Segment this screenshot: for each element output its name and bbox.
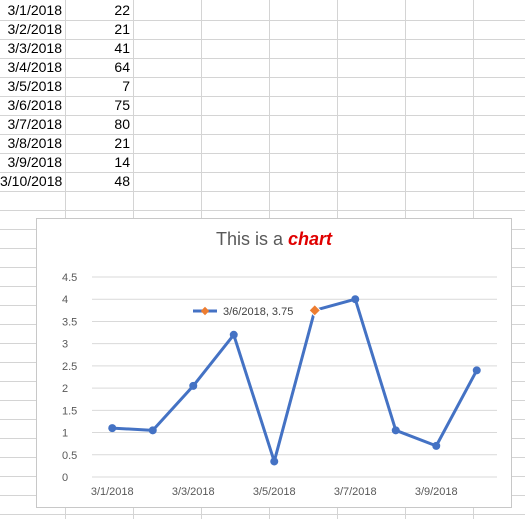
y-tick-label: 4.5 — [62, 272, 77, 284]
y-tick-label: 1 — [62, 428, 68, 440]
y-tick-label: 4 — [62, 294, 68, 306]
x-tick-label: 3/3/2018 — [172, 486, 215, 498]
y-tick-label: 3.5 — [62, 316, 77, 328]
value-cell[interactable]: 21 — [114, 135, 130, 151]
date-cell[interactable]: 3/3/2018 — [7, 40, 63, 56]
value-cell[interactable]: 80 — [114, 116, 130, 132]
data-point[interactable] — [148, 426, 157, 435]
x-tick-label: 3/1/2018 — [91, 486, 134, 498]
value-cell[interactable]: 48 — [114, 173, 130, 189]
x-tick-label: 3/5/2018 — [253, 486, 296, 498]
data-point[interactable] — [108, 424, 117, 433]
y-tick-label: 0.5 — [62, 450, 77, 462]
x-tick-label: 3/9/2018 — [415, 486, 458, 498]
y-tick-label: 2 — [62, 383, 68, 395]
date-cell[interactable]: 3/2/2018 — [7, 21, 63, 37]
date-cell[interactable]: 3/1/2018 — [7, 2, 63, 18]
value-cell[interactable]: 64 — [114, 59, 130, 75]
series-line — [112, 297, 479, 463]
data-point-tooltip: 3/6/2018, 3.75 — [223, 306, 293, 318]
chart-title: This is a chart — [37, 229, 511, 250]
data-point[interactable] — [432, 441, 441, 450]
y-tick-label: 2.5 — [62, 361, 77, 373]
y-tick-label: 0 — [62, 472, 68, 484]
data-point[interactable] — [270, 457, 279, 466]
value-cell[interactable]: 7 — [122, 78, 130, 94]
data-point[interactable] — [351, 295, 360, 304]
date-cell[interactable]: 3/7/2018 — [7, 116, 63, 132]
data-point[interactable] — [229, 330, 238, 339]
data-point[interactable] — [472, 366, 481, 375]
value-cell[interactable]: 22 — [114, 2, 130, 18]
date-cell[interactable]: 3/9/2018 — [7, 154, 63, 170]
highlighted-data-point[interactable] — [308, 303, 322, 317]
value-cell[interactable]: 75 — [114, 97, 130, 113]
date-cell[interactable]: 3/8/2018 — [7, 135, 63, 151]
data-point[interactable] — [189, 381, 198, 390]
y-tick-label: 1.5 — [62, 405, 77, 417]
chart-title-highlight: chart — [288, 229, 333, 249]
chart-plot-area: 0 0.5 1 1.5 2 2.5 3 3.5 4 4.5 3/1/2018 3/3/2018 3/5/… — [62, 272, 497, 498]
value-cell[interactable]: 14 — [114, 154, 130, 170]
y-tick-label: 3 — [62, 339, 68, 351]
value-cell[interactable]: 21 — [114, 21, 130, 37]
date-cell[interactable]: 3/10/2018 — [0, 173, 63, 189]
chart-title-prefix: This is a — [215, 229, 288, 249]
tooltip-marker-swatch — [200, 306, 210, 316]
date-cell[interactable]: 3/5/2018 — [7, 78, 63, 94]
data-point[interactable] — [391, 426, 400, 435]
x-tick-label: 3/7/2018 — [334, 486, 377, 498]
date-cell[interactable]: 3/6/2018 — [7, 97, 63, 113]
line-chart[interactable]: This is a chart 0 0.5 1 1.5 2 2.5 3 3.5 4 4.5 3/1/… — [36, 218, 512, 508]
value-cell[interactable]: 41 — [114, 40, 130, 56]
date-cell[interactable]: 3/4/2018 — [7, 59, 63, 75]
